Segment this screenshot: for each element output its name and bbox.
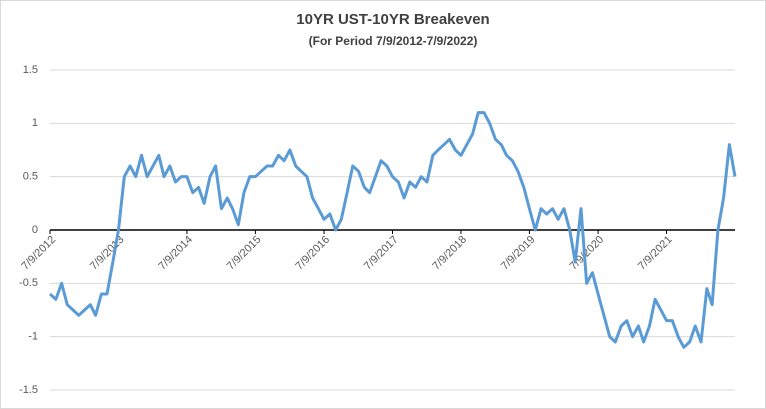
y-tick-label: -0.5 <box>19 277 38 289</box>
y-tick-label: -1 <box>28 331 38 343</box>
data-line <box>48 111 737 349</box>
y-tick-label: 1 <box>32 117 38 129</box>
y-tick-label: -1.5 <box>19 384 38 396</box>
y-tick-label: 0.5 <box>23 171 38 183</box>
y-tick-label: 0 <box>32 224 38 236</box>
chart-title: 10YR UST-10YR Breakeven <box>296 11 489 28</box>
chart-subtitle: (For Period 7/9/2012-7/9/2022) <box>309 34 478 48</box>
y-tick-label: 1.5 <box>23 64 38 76</box>
